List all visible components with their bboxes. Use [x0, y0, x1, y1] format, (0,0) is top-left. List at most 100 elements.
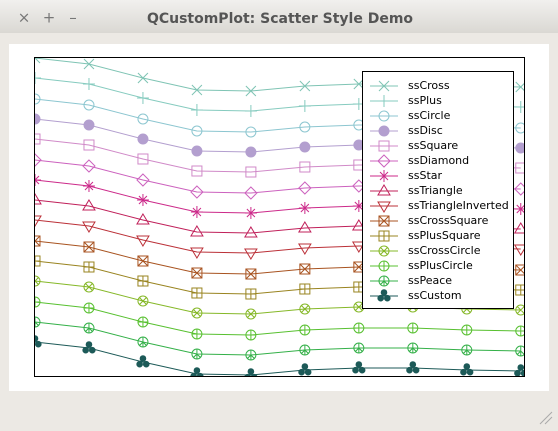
marker: [35, 215, 42, 227]
legend-marker: [378, 215, 390, 227]
marker: [353, 322, 365, 334]
legend-label: ssDiamond: [408, 154, 469, 167]
marker: [299, 80, 311, 92]
marker: [299, 263, 311, 275]
marker: [136, 235, 150, 247]
legend-label: ssPlus: [408, 94, 442, 107]
marker: [35, 255, 41, 267]
marker: [297, 221, 312, 233]
legend-marker: [378, 260, 390, 272]
marker: [190, 206, 203, 218]
marker: [83, 261, 95, 273]
marker: [35, 275, 41, 287]
marker: [83, 302, 95, 314]
marker: [245, 288, 257, 300]
legend-marker: [377, 289, 391, 302]
marker: [514, 203, 524, 215]
legend-marker: [378, 125, 390, 137]
legend-marker: [377, 201, 391, 213]
marker: [191, 84, 203, 96]
marker: [514, 182, 524, 196]
legend-marker: [378, 110, 390, 122]
marker: [299, 161, 311, 173]
marker: [351, 241, 366, 253]
legend-label: ssPlusCircle: [408, 259, 473, 272]
series-line: [35, 321, 521, 356]
marker: [351, 219, 366, 231]
title-bar: [0, 0, 558, 33]
marker: [515, 142, 524, 154]
marker: [35, 93, 41, 105]
marker: [35, 113, 41, 125]
marker: [352, 361, 366, 374]
marker: [191, 287, 203, 299]
marker: [245, 329, 257, 341]
marker: [82, 221, 96, 233]
legend-label: ssTriangle: [408, 184, 463, 197]
marker: [514, 101, 524, 113]
legend-label: ssCircle: [408, 109, 451, 122]
maximize-button[interactable]: +: [43, 9, 56, 27]
legend-label: ssPeace: [408, 274, 452, 287]
marker: [298, 181, 312, 195]
marker: [82, 180, 95, 192]
marker: [461, 344, 473, 356]
legend-marker: [378, 95, 390, 107]
legend-marker: [378, 80, 390, 92]
marker: [136, 194, 149, 206]
marker: [299, 303, 311, 315]
marker: [515, 284, 524, 296]
marker: [191, 328, 203, 340]
marker: [298, 202, 311, 214]
close-button[interactable]: ×: [18, 9, 31, 27]
marker: [191, 267, 203, 279]
legend-label: ssDisc: [408, 124, 443, 137]
marker: [245, 166, 257, 178]
marker: [515, 264, 524, 276]
minimize-button[interactable]: –: [69, 9, 77, 27]
marker: [244, 207, 257, 219]
marker: [137, 133, 149, 145]
marker: [83, 241, 95, 253]
legend-marker: [378, 275, 390, 287]
marker: [244, 248, 258, 260]
marker: [35, 316, 41, 328]
marker: [137, 72, 149, 84]
marker: [137, 113, 149, 125]
marker: [515, 81, 524, 93]
window-title: QCustomPlot: Scatter Style Demo: [147, 11, 413, 27]
marker: [244, 105, 257, 117]
marker: [298, 363, 312, 376]
marker: [515, 345, 524, 357]
legend-label: ssCrossSquare: [408, 214, 489, 227]
marker: [515, 122, 524, 134]
marker: [299, 344, 311, 356]
marker: [513, 244, 524, 256]
marker: [35, 193, 42, 205]
resize-grip: [539, 411, 553, 425]
marker: [190, 247, 204, 259]
axis-rect: [34, 57, 525, 377]
legend-marker: [377, 184, 391, 196]
marker: [137, 153, 149, 165]
legend-label: ssPlusSquare: [408, 229, 481, 242]
marker: [190, 225, 204, 237]
marker: [191, 125, 203, 137]
legend-label: ssCrossCircle: [408, 244, 481, 257]
marker: [137, 275, 149, 287]
marker: [83, 281, 95, 293]
marker: [352, 200, 365, 212]
marker: [513, 222, 524, 234]
marker: [82, 341, 96, 354]
marker: [137, 295, 149, 307]
marker: [136, 213, 150, 225]
marker: [461, 324, 473, 336]
series-line: [35, 301, 521, 336]
marker: [137, 316, 149, 328]
series-line: [35, 341, 521, 376]
marker: [515, 325, 524, 337]
marker: [299, 283, 311, 295]
marker: [190, 185, 204, 199]
marker: [407, 322, 419, 334]
marker: [245, 85, 257, 97]
